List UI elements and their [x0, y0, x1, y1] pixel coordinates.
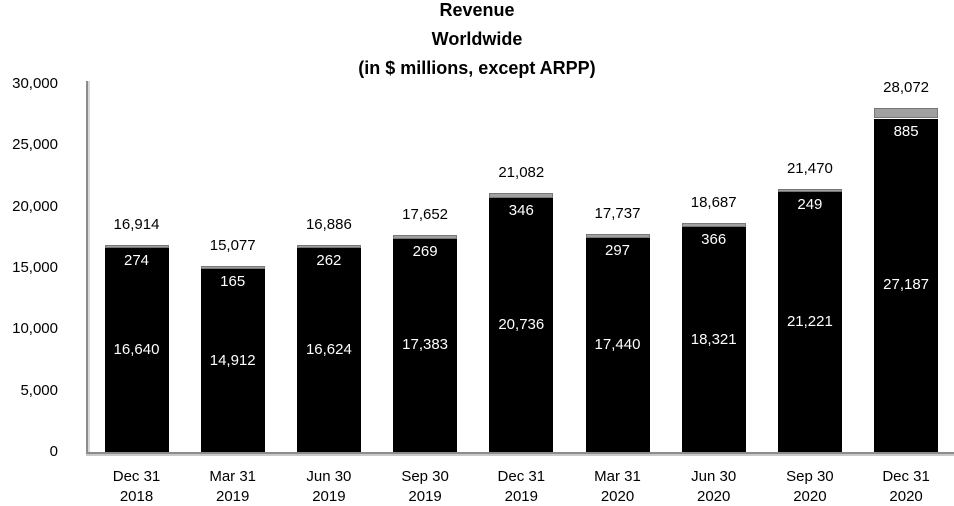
bar-total-label: 17,737: [594, 205, 641, 223]
x-tick-label-line2: 2020: [697, 488, 731, 505]
bar-black-segment-label: 18,321: [690, 330, 737, 348]
y-tick-label: 30,000: [12, 75, 58, 92]
x-tick-label-line2: 2019: [504, 488, 538, 505]
bar-total-label: 28,072: [883, 78, 930, 96]
bar-total-label: 18,687: [690, 193, 737, 211]
x-tick-label: Jun 30 2019: [281, 467, 377, 506]
x-tick-label-line1: Dec 31: [882, 468, 930, 485]
x-axis-line: [86, 452, 954, 454]
bar-segment-gray: [489, 193, 554, 198]
bar-gray-segment-label: 274: [123, 251, 150, 269]
x-tick-label: Dec 31 2018: [89, 467, 185, 506]
x-tick-label-line2: 2020: [889, 488, 923, 505]
bar-segment-black: [777, 191, 842, 452]
x-tick-label: Mar 31 2019: [185, 467, 281, 506]
bar-gray-segment-label: 165: [220, 273, 246, 291]
x-tick-label-line1: Mar 31: [209, 468, 257, 485]
bar-gray-segment-label: 346: [508, 201, 534, 219]
bar-segment-gray: [874, 107, 939, 119]
bar-total-label: 15,077: [209, 237, 256, 255]
bar-total-label: 21,470: [786, 159, 833, 177]
chart-title-line-1: Revenue: [439, 0, 515, 20]
y-tick-label: 0: [49, 443, 58, 460]
x-tick-label-line2: 2020: [600, 488, 635, 505]
x-tick-label: Sep 30 2019: [377, 467, 473, 506]
x-tick-label-line1: Sep 30: [401, 468, 449, 485]
x-tick-label-line2: 2019: [408, 488, 442, 505]
x-tick-label-line1: Jun 30: [306, 468, 352, 485]
bar-segment-gray: [585, 234, 650, 239]
bar-gray-segment-label: 249: [797, 195, 823, 213]
bar-segment-black: [104, 247, 169, 452]
y-tick-label: 15,000: [12, 259, 58, 276]
bar-segment-gray: [681, 222, 746, 228]
x-tick-label-line2: 2018: [119, 488, 154, 505]
bar-black-segment-label: 14,912: [209, 351, 256, 369]
bar-black-segment-label: 17,383: [402, 336, 449, 354]
bar-segment-gray: [104, 244, 169, 248]
bar-black-segment-label: 16,640: [113, 340, 160, 358]
x-tick-label-line1: Dec 31: [112, 468, 161, 485]
bar-total-label: 17,652: [402, 206, 449, 224]
y-tick-label: 20,000: [12, 197, 58, 215]
bar-segment-gray: [296, 244, 361, 249]
bar-segment-black: [489, 197, 554, 452]
x-tick-label: Dec 31 2019: [473, 467, 569, 506]
chart-title-line-2: Worldwide: [431, 29, 523, 49]
bar-segment-black: [200, 269, 265, 452]
bar-black-segment-label: 20,736: [498, 315, 545, 333]
chart-title: Revenue Worldwide (in $ millions, except…: [0, 0, 954, 83]
bar-segment-gray: [777, 188, 842, 192]
bar-gray-segment-label: 297: [604, 242, 631, 260]
bar-gray-segment-label: 262: [316, 252, 342, 270]
bar-gray-segment-label: 885: [893, 122, 919, 140]
x-tick-label: Mar 31 2020: [570, 467, 666, 506]
bar-segment-black: [681, 227, 746, 452]
bar-gray-segment-label: 269: [412, 242, 438, 260]
bar-total-label: 16,886: [305, 215, 352, 233]
bar-black-segment-label: 16,624: [305, 341, 352, 359]
bar-segment-black: [296, 248, 361, 452]
y-tick-label: 5,000: [20, 381, 58, 399]
bar-total-label: 16,914: [113, 215, 160, 233]
x-tick-label-line1: Mar 31: [594, 468, 641, 485]
x-tick-label-line1: Sep 30: [786, 468, 834, 485]
x-tick-label-line1: Dec 31: [497, 468, 546, 485]
x-tick-label: Jun 30 2020: [666, 467, 762, 506]
bar-black-segment-label: 27,187: [883, 276, 930, 294]
x-tick-label-line2: 2019: [312, 488, 346, 505]
bar-total-label: 21,082: [498, 164, 545, 182]
bar-segment-black: [585, 238, 650, 452]
bar-segment-black: [393, 238, 458, 452]
bar-segment-black: [874, 118, 939, 452]
bar-segment-gray: [200, 266, 265, 270]
y-axis-line: [86, 81, 88, 454]
y-tick-label: 25,000: [12, 136, 58, 154]
x-tick-label-line2: 2020: [793, 488, 827, 505]
bar-black-segment-label: 17,440: [594, 336, 641, 354]
bar-black-segment-label: 21,221: [786, 312, 833, 330]
x-tick-label: Sep 30 2020: [762, 467, 858, 506]
x-tick-label-line2: 2019: [216, 488, 250, 505]
bar-segment-gray: [393, 235, 458, 239]
y-tick-label: 10,000: [12, 320, 58, 338]
chart-title-line-3: (in $ millions, except ARPP): [358, 58, 596, 78]
x-tick-label-line1: Jun 30: [691, 468, 737, 485]
bar-gray-segment-label: 366: [701, 231, 727, 249]
x-tick-label: Dec 31 2020: [858, 467, 954, 506]
